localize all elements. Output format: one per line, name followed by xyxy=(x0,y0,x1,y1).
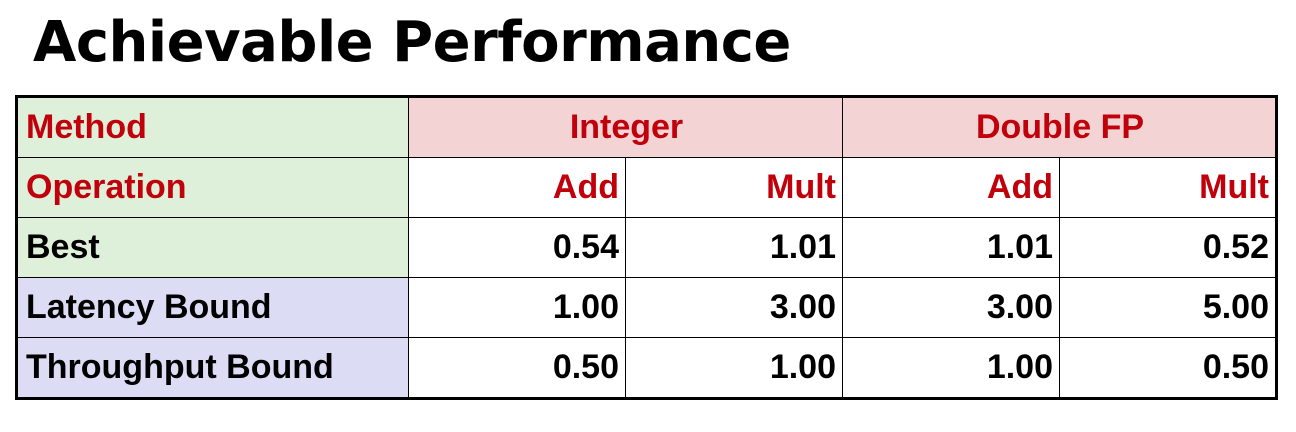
table-cell: 3.00 xyxy=(842,277,1060,338)
operation-double-add: Add xyxy=(842,157,1060,218)
operation-integer-add: Add xyxy=(408,157,626,218)
group-header-double-fp: Double FP xyxy=(842,96,1277,158)
method-header: Method xyxy=(16,96,409,158)
table-cell: 0.50 xyxy=(1059,337,1277,399)
table-cell: 1.00 xyxy=(408,277,626,338)
table-row: Latency Bound 1.00 3.00 3.00 5.00 xyxy=(16,277,1277,338)
table-cell: 3.00 xyxy=(625,277,843,338)
table-cell: 0.54 xyxy=(408,217,626,278)
performance-table: Method Integer Double FP Operation Add M… xyxy=(15,95,1278,400)
table-cell: 1.00 xyxy=(625,337,843,399)
header-row-method: Method Integer Double FP xyxy=(16,96,1277,158)
table-cell: 0.50 xyxy=(408,337,626,399)
row-label-latency-bound: Latency Bound xyxy=(16,277,409,338)
table-cell: 1.00 xyxy=(842,337,1060,399)
table-row: Throughput Bound 0.50 1.00 1.00 0.50 xyxy=(16,337,1277,399)
table-cell: 1.01 xyxy=(625,217,843,278)
table-row: Best 0.54 1.01 1.01 0.52 xyxy=(16,217,1277,278)
page-title: Achievable Performance xyxy=(33,10,791,75)
operation-header: Operation xyxy=(16,157,409,218)
table-cell: 5.00 xyxy=(1059,277,1277,338)
row-label-throughput-bound: Throughput Bound xyxy=(16,337,409,399)
operation-integer-mult: Mult xyxy=(625,157,843,218)
row-label-best: Best xyxy=(16,217,409,278)
table-cell: 0.52 xyxy=(1059,217,1277,278)
header-row-operation: Operation Add Mult Add Mult xyxy=(16,157,1277,218)
operation-double-mult: Mult xyxy=(1059,157,1277,218)
group-header-integer: Integer xyxy=(408,96,843,158)
table-cell: 1.01 xyxy=(842,217,1060,278)
